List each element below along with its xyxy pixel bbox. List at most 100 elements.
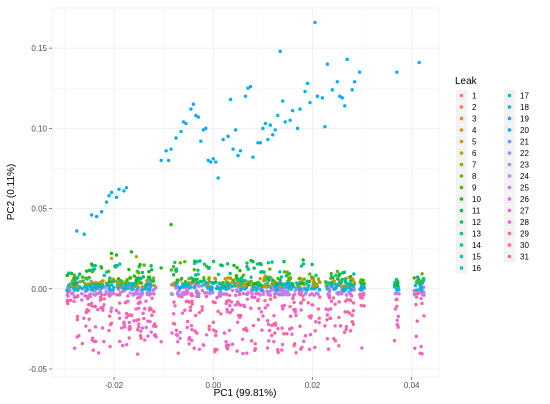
data-point-band-low — [394, 298, 398, 302]
data-point-band-low — [137, 325, 141, 329]
data-point-band-cyan — [85, 287, 90, 292]
data-point-band-low — [328, 316, 332, 320]
data-point-leak-20 — [191, 102, 196, 106]
data-point-band-green — [310, 275, 314, 279]
data-point-band-low — [312, 293, 316, 297]
data-point-band-green — [249, 275, 253, 279]
data-point-band-green — [330, 281, 334, 286]
data-point-band-green — [342, 270, 347, 275]
data-point-leak-20 — [109, 190, 114, 195]
data-point-leak-20 — [273, 128, 277, 132]
data-point-band-low — [213, 300, 217, 305]
data-point-band-low — [316, 307, 321, 311]
data-point-band-low — [136, 317, 141, 322]
data-point-band-mid — [300, 289, 304, 294]
data-point-leak-26 — [72, 295, 77, 299]
data-point-band-low — [144, 299, 148, 303]
legend-key-22 — [507, 151, 512, 155]
data-point-band-green — [224, 280, 229, 284]
data-point-band-green — [118, 262, 122, 266]
data-point-band-green — [249, 258, 253, 263]
data-point-band-mid — [412, 293, 417, 297]
data-point-band-green — [174, 280, 178, 285]
data-point-band-cyan — [218, 286, 222, 290]
data-point-band-cyan — [184, 284, 189, 289]
data-point-leak-20 — [226, 134, 230, 139]
data-point-band-orange — [78, 279, 82, 284]
data-point-band-orange — [213, 277, 218, 281]
data-point-band-mid — [135, 292, 140, 296]
data-point-band-low — [235, 349, 239, 353]
data-point-band-green — [72, 276, 77, 280]
data-point-band-low — [313, 329, 317, 333]
data-point-band-low — [138, 300, 142, 304]
data-point-leak-20 — [350, 88, 354, 92]
data-point-band-low — [298, 292, 303, 297]
data-point-band-mid — [393, 292, 397, 296]
data-point-leak-20 — [303, 89, 307, 94]
data-point-band-low — [313, 320, 318, 324]
data-point-band-mid — [308, 293, 312, 297]
y-tick-label: 0.10 — [31, 124, 47, 133]
data-point-band-low — [249, 306, 253, 310]
data-point-band-orange — [316, 277, 321, 281]
data-point-band-green — [102, 273, 106, 278]
data-point-band-low — [214, 333, 218, 338]
data-point-band-green — [339, 280, 343, 284]
legend-key-19 — [507, 116, 512, 121]
data-point-band-low — [307, 347, 312, 352]
data-point-band-low — [135, 352, 140, 356]
data-point-band-low — [331, 296, 336, 300]
data-point-band-low — [197, 310, 202, 315]
data-point-band-green — [359, 281, 363, 286]
data-point-leak-20 — [278, 49, 282, 54]
data-point-band-cyan — [414, 288, 419, 292]
data-point-leak-20 — [94, 214, 99, 219]
data-point-band-green — [125, 277, 129, 282]
x-tick-label: 0.00 — [205, 381, 221, 390]
legend-label-2: 2 — [472, 103, 477, 112]
data-point-band-low — [351, 301, 356, 305]
panel-background — [51, 7, 440, 378]
data-point-band-cyan — [289, 287, 293, 292]
data-point-band-mid — [186, 291, 190, 295]
data-point-band-low — [257, 306, 261, 311]
data-point-band-low — [122, 320, 126, 324]
data-point-band-low — [272, 339, 276, 344]
data-point-band-green — [93, 263, 97, 268]
data-point-band-green — [98, 282, 102, 287]
data-point-band-green — [228, 271, 232, 276]
data-point-band-green — [282, 283, 286, 287]
legend-label-1: 1 — [472, 92, 477, 101]
data-point-band-orange — [228, 276, 233, 280]
data-point-band-low — [325, 337, 330, 341]
data-point-band-low — [241, 351, 245, 356]
data-point-band-orange — [352, 280, 356, 284]
data-point-band-mid — [285, 290, 290, 295]
data-point-band-mid — [94, 292, 98, 296]
data-point-band-mid — [182, 292, 186, 297]
data-point-band-low — [344, 324, 349, 329]
legend-key-7 — [459, 162, 464, 167]
data-point-band-green — [336, 282, 341, 287]
data-point-band-low — [239, 313, 243, 318]
data-point-band-low — [207, 327, 211, 332]
data-point-leak-20 — [251, 155, 255, 159]
data-point-leak-10 — [114, 253, 119, 257]
data-point-band-orange — [116, 282, 120, 287]
data-point-band-green — [151, 279, 156, 283]
data-point-band-low — [414, 295, 419, 299]
data-point-band-green — [232, 263, 236, 268]
data-point-band-cyan — [130, 284, 134, 288]
data-point-band-low — [189, 324, 194, 328]
legend-key-1 — [459, 93, 464, 98]
data-point-band-low — [93, 325, 98, 329]
data-point-band-low — [292, 343, 296, 348]
data-point-band-orange — [234, 283, 239, 287]
data-point-band-low — [190, 299, 194, 304]
data-point-leak-20 — [298, 107, 302, 111]
data-point-band-cyan — [306, 285, 310, 290]
data-point-band-low — [228, 304, 232, 308]
data-point-band-low — [207, 324, 211, 328]
data-point-band-orange — [152, 283, 156, 288]
